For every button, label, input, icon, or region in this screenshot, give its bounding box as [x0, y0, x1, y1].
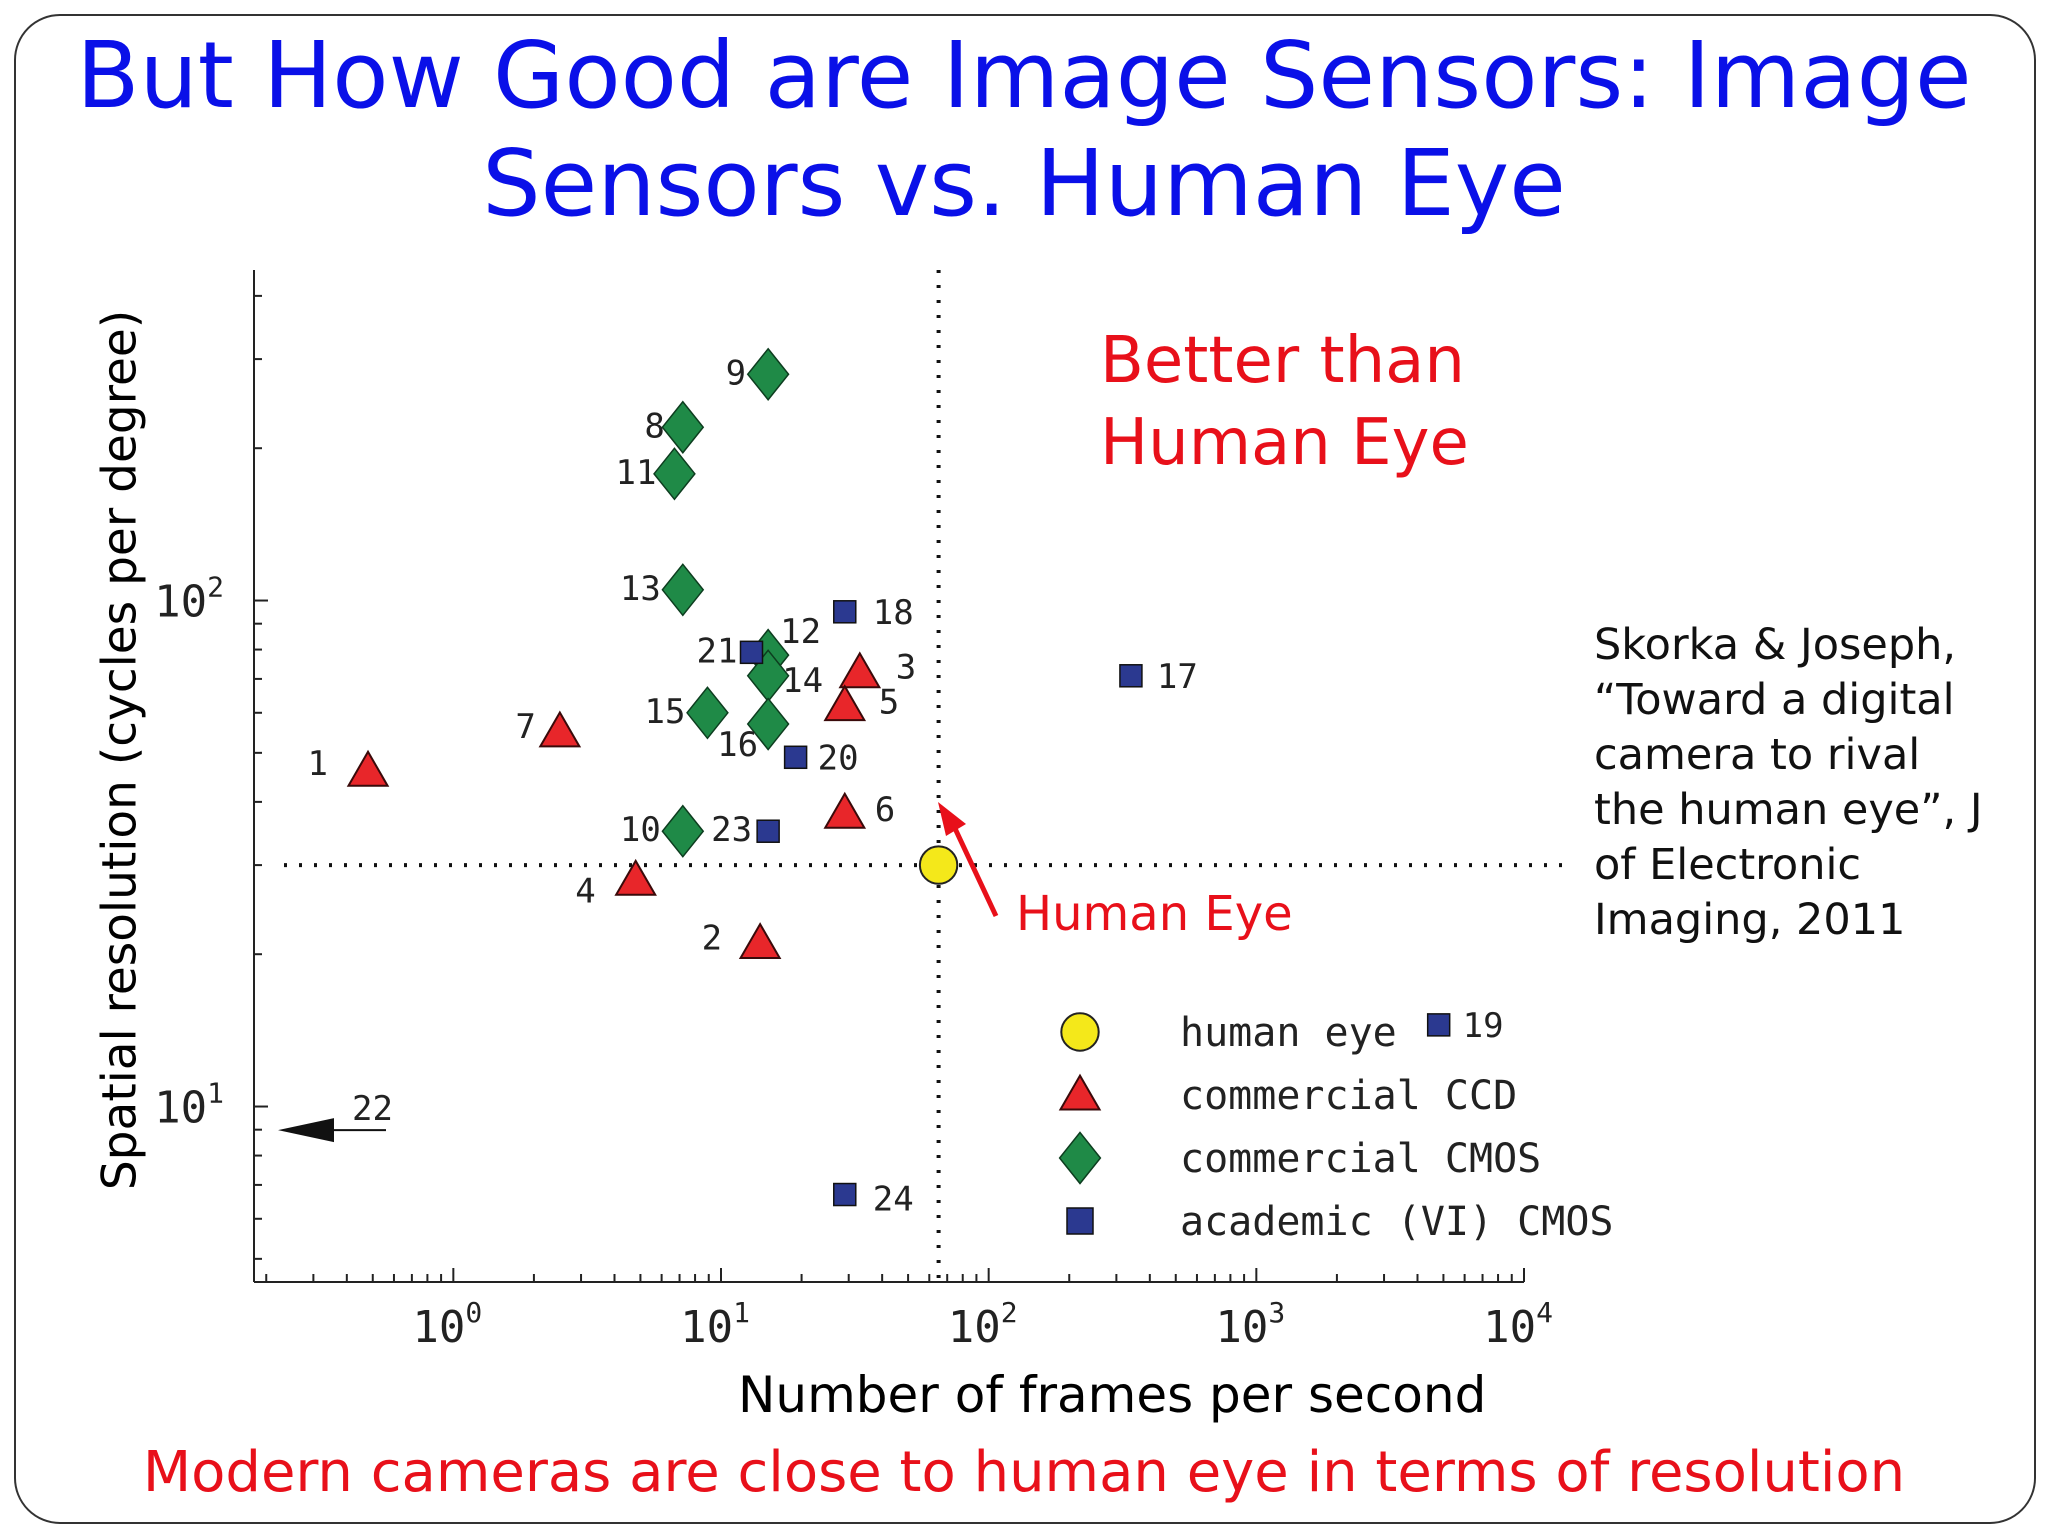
ccd-point: [823, 791, 867, 829]
ylabel-wrap: Spatial resolution (cycles per degree): [80, 270, 160, 1230]
human-eye-arrow-shaft: [949, 820, 999, 918]
cmos-point: [661, 804, 705, 858]
cmos-point-label: 12: [780, 612, 821, 652]
ccd-point-label: 5: [879, 683, 899, 723]
ccd-point: [346, 749, 390, 787]
academic-cmos-point: [1426, 1013, 1451, 1037]
cmos-point: [746, 697, 790, 751]
legend-marker: [1060, 1012, 1100, 1052]
cmos-point-label: 9: [726, 353, 746, 393]
academic-cmos-point-label: 19: [1463, 1006, 1504, 1046]
academic-cmos-point-label: 23: [711, 810, 752, 850]
citation-line: “Toward a digital: [1594, 675, 1955, 725]
ccd-point-label: 3: [896, 648, 916, 688]
slide-title: But How Good are Image Sensors: Image Se…: [76, 22, 1972, 237]
x-tick-label: 102: [948, 1296, 1018, 1353]
ccd-point: [823, 684, 867, 722]
ccd-point-label: 1: [308, 744, 328, 784]
cmos-point-label: 10: [620, 810, 661, 850]
ccd-point: [738, 922, 782, 960]
offscale-point-label: 22: [352, 1089, 393, 1129]
legend-marker: [1066, 1207, 1094, 1235]
cmos-point: [686, 686, 729, 740]
better-annotation-line-1: Better than: [1100, 324, 1465, 398]
cmos-point: [746, 347, 790, 401]
offscale-arrow-head: [278, 1118, 334, 1143]
x-tick-label: 100: [412, 1296, 482, 1353]
better-annotation-line-2: Human Eye: [1100, 406, 1469, 480]
cmos-point: [653, 447, 696, 501]
legend-label: commercial CCD: [1180, 1073, 1517, 1119]
citation-line: Skorka & Joseph,: [1594, 620, 1957, 670]
citation-line: of Electronic: [1594, 840, 1862, 890]
cmos-point-label: 15: [645, 692, 686, 732]
ccd-point-label: 7: [515, 707, 535, 747]
citation: Skorka & Joseph, “Toward a digital camer…: [1594, 618, 2024, 948]
better-than-eye-annotation: Better than Human Eye: [1100, 320, 1469, 484]
x-tick-label: 101: [680, 1296, 750, 1353]
slide-frame: [14, 14, 2036, 1524]
citation-line: Imaging, 2011: [1594, 895, 1906, 945]
academic-cmos-point-label: 20: [818, 738, 859, 778]
academic-cmos-point: [833, 600, 857, 624]
legend-label: commercial CMOS: [1180, 1136, 1541, 1182]
citation-line: the human eye”, J: [1594, 785, 1983, 835]
academic-cmos-point-label: 18: [873, 593, 914, 633]
y-axis-title: Spatial resolution (cycles per degree): [92, 309, 148, 1191]
cmos-point-label: 16: [717, 725, 758, 765]
academic-cmos-point: [756, 819, 780, 843]
legend-label: human eye: [1180, 1010, 1397, 1056]
x-tick-label: 103: [1215, 1296, 1285, 1353]
academic-cmos-point: [1119, 664, 1143, 688]
cmos-point-label: 8: [644, 406, 664, 446]
cmos-point: [661, 563, 705, 617]
ccd-point: [838, 651, 882, 689]
ccd-point-label: 6: [875, 790, 895, 830]
cmos-point: [661, 400, 705, 454]
y-tick-label: 101: [154, 1077, 224, 1134]
cmos-point-label: 13: [620, 569, 661, 609]
cmos-point-label: 11: [615, 453, 656, 493]
academic-cmos-point: [833, 1182, 857, 1207]
ccd-point-label: 4: [575, 871, 595, 911]
human-eye-point: [918, 845, 959, 885]
x-axis-title: Number of frames per second: [738, 1366, 1487, 1424]
ccd-point: [538, 710, 582, 748]
x-tick-label: 104: [1483, 1296, 1553, 1353]
ccd-point-label: 2: [702, 918, 722, 958]
human-eye-annotation: Human Eye: [1016, 886, 1293, 942]
citation-line: camera to rival: [1594, 730, 1921, 780]
bottom-note: Modern cameras are close to human eye in…: [142, 1440, 1906, 1505]
academic-cmos-point-label: 21: [697, 631, 738, 671]
legend-marker: [1058, 1131, 1102, 1185]
legend-label: academic (VI) CMOS: [1180, 1199, 1613, 1245]
y-tick-label: 102: [154, 571, 224, 628]
academic-cmos-point-label: 17: [1157, 657, 1198, 697]
academic-cmos-point: [739, 640, 764, 665]
ccd-point: [614, 858, 657, 896]
cmos-point-label: 14: [782, 661, 823, 701]
legend-marker: [1058, 1073, 1102, 1111]
academic-cmos-point-label: 24: [873, 1180, 914, 1220]
academic-cmos-point: [783, 745, 808, 770]
human-eye-arrow-head: [938, 802, 966, 836]
